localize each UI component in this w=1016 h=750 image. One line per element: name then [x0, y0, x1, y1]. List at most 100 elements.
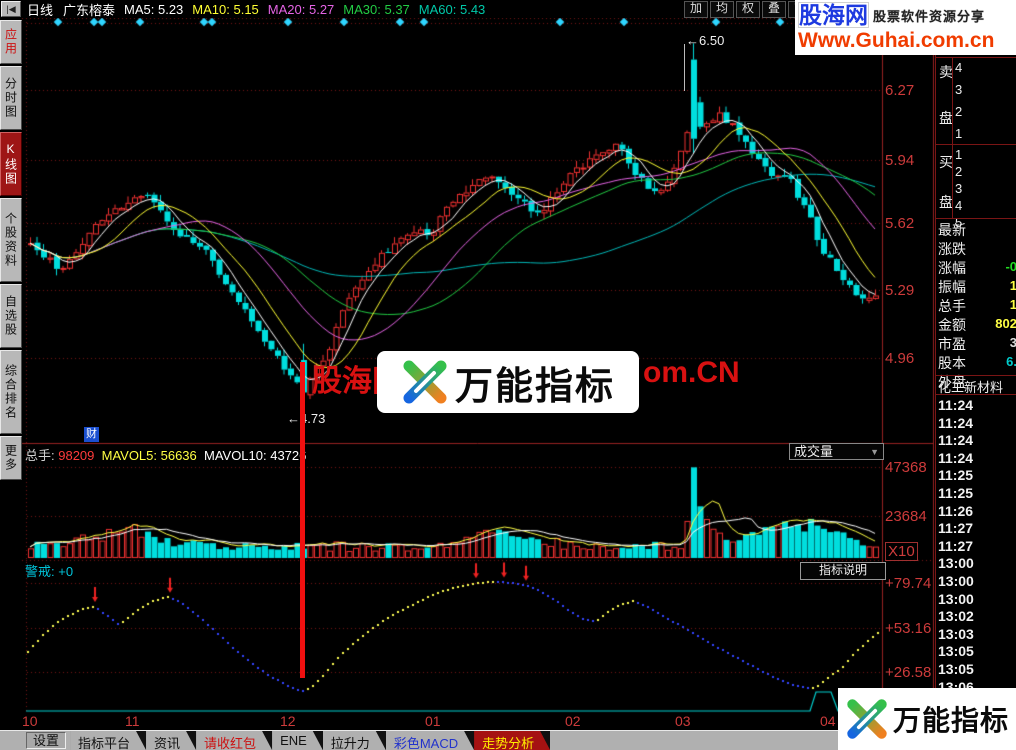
logo-url[interactable]: Www.Guhai.com.cn	[798, 29, 995, 52]
month-label: 12	[280, 713, 296, 729]
tick-time: 11:24	[938, 432, 974, 449]
tick-time: 11:25	[938, 485, 974, 501]
tick-time: 13:05	[938, 661, 974, 677]
price-axis-label: 6.27	[885, 82, 915, 99]
divider	[936, 57, 1016, 58]
info-value: 1	[1010, 297, 1016, 312]
queue-label-char: 盘	[939, 194, 953, 210]
period-label: 日线	[27, 2, 54, 18]
bottom-tab-bar: 设置 指标平台 资讯 请收红包 ENE 拉升力 彩色MACD 走势分析	[0, 730, 1016, 750]
month-label: 03	[675, 713, 691, 729]
volume-header-part: MAVOL10: 43726	[196, 448, 307, 463]
tick-time: 13:02	[938, 608, 974, 625]
tick-time: 11:24	[938, 397, 974, 413]
info-label: 总手	[938, 298, 966, 314]
indicator-help-button[interactable]: 指标说明	[800, 562, 886, 580]
low-annotation: ←4.73	[287, 411, 326, 426]
tab-1[interactable]: 资讯	[146, 731, 196, 750]
sector-label: 化工新材料	[938, 380, 1004, 395]
divider	[936, 394, 1016, 395]
info-label: 涨跌	[938, 241, 966, 257]
month-label: 02	[565, 713, 581, 729]
tab-2[interactable]: 请收红包	[196, 731, 272, 750]
queue-label-char: 卖	[939, 64, 953, 80]
info-label: 金额	[938, 317, 966, 333]
tab-0[interactable]: 指标平台	[70, 731, 146, 750]
info-label: 股本	[938, 355, 966, 371]
info-label: 涨幅	[938, 260, 966, 276]
buy-queue-row: 5	[955, 215, 963, 230]
tick-time: 13:05	[938, 643, 974, 660]
tab-6[interactable]: 走势分析	[474, 731, 550, 750]
tab-5[interactable]: 彩色MACD	[386, 731, 474, 750]
volume-header: 总手: 98209 MAVOL5: 56636 MAVOL10: 43726	[25, 445, 306, 464]
brand-logo-icon	[847, 699, 887, 739]
corner-watermark-brand: 万能指标	[892, 705, 1009, 736]
volume-header-part: MAVOL5: 56636	[94, 448, 197, 463]
buy-queue-row: 4	[955, 198, 963, 213]
price-axis-label: 5.62	[885, 215, 915, 232]
tick-time: 13:00	[938, 573, 974, 589]
sidebar-item-0[interactable]: 应用	[0, 20, 22, 64]
info-value: 802	[995, 316, 1016, 331]
indicator-axis-label: +53.16	[885, 620, 932, 637]
watermark-right-text: om.CN	[643, 356, 740, 389]
tick-time: 11:26	[938, 502, 974, 519]
sidebar-item-5[interactable]: 综合排名	[0, 350, 22, 434]
divider	[952, 57, 953, 218]
tick-time: 11:24	[938, 449, 974, 466]
info-value: 6.	[1006, 354, 1016, 369]
ma-legend: MA5: 5.23 MA10: 5.15 MA20: 5.27 MA30: 5.37 M…	[115, 2, 485, 17]
tab-3[interactable]: ENE	[272, 731, 323, 750]
sidebar-item-4[interactable]: 自选股	[0, 284, 22, 348]
chevron-down-icon: ▼	[870, 447, 879, 457]
sidebar-item-3[interactable]: 个股资料	[0, 198, 22, 282]
collapse-button[interactable]: |◀	[1, 1, 21, 17]
queue-label-char: 盘	[939, 110, 953, 126]
tick-time: 11:24	[938, 414, 974, 431]
watermark-brand: 万能指标	[454, 365, 615, 408]
tab-4[interactable]: 拉升力	[323, 731, 386, 750]
month-label: 01	[425, 713, 441, 729]
sidebar-item-6[interactable]: 更多	[0, 436, 22, 480]
sell-queue-row: 4	[955, 60, 963, 75]
volume-header-part: 总手:	[25, 448, 59, 463]
info-value: 3	[1010, 335, 1016, 350]
window-button[interactable]: 均	[710, 1, 734, 18]
price-axis-label: 5.29	[885, 282, 915, 299]
info-label: 市盈	[938, 336, 966, 352]
logo-tagline: 股票软件资源分享	[873, 8, 986, 24]
volume-type-dropdown[interactable]: 成交量 ▼	[789, 443, 884, 460]
ma-label: MA60: 5.43	[418, 1, 486, 17]
volume-dropdown-label: 成交量	[794, 444, 834, 459]
volume-unit-label: X10	[885, 542, 918, 561]
buy-queue-row: 3	[955, 181, 963, 196]
settings-button[interactable]: 设置	[26, 732, 67, 749]
sidebar-item-1[interactable]: 分时图	[0, 66, 22, 130]
tick-time: 11:27	[938, 520, 974, 537]
buy-queue-row: 1	[955, 147, 963, 162]
month-label: 11	[125, 713, 140, 729]
tick-time: 11:27	[938, 537, 974, 554]
quote-panel: 卖盘买盘432112345最新涨跌涨幅-0振幅1总手1金额802市盈3股本6.外…	[935, 55, 1016, 750]
window-button[interactable]: 加	[684, 1, 708, 18]
sidebar-item-2[interactable]: K线图	[0, 132, 22, 196]
info-value: 1	[1010, 278, 1016, 293]
high-pointer-line	[684, 44, 685, 91]
window-button[interactable]: 叠	[762, 1, 786, 18]
event-vertical-line	[300, 362, 305, 678]
buy-queue-row: 2	[955, 164, 963, 179]
divider	[936, 218, 1016, 219]
month-label: 04	[820, 713, 836, 729]
indicator-axis-label: +79.74	[885, 575, 932, 592]
watermark-box: 万能指标	[377, 351, 639, 413]
queue-label-char: 买	[939, 154, 953, 170]
corner-watermark-box: 万能指标	[838, 688, 1016, 750]
stock-name: 广东榕泰	[63, 2, 116, 18]
window-button[interactable]: 权	[736, 1, 760, 18]
divider	[936, 144, 1016, 145]
ma-label: MA20: 5.27	[267, 1, 335, 17]
info-label: 最新	[938, 222, 966, 238]
ma-label: MA10: 5.15	[192, 1, 259, 17]
